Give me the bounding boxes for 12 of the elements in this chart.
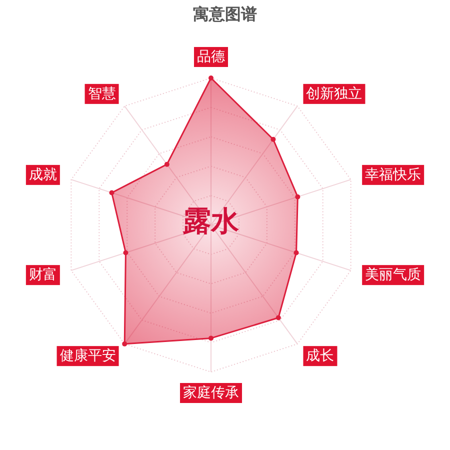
spoke-label: 成长 [306, 348, 334, 364]
text: 露水 [182, 204, 240, 238]
spoke-label: 健康平安 [60, 348, 116, 364]
spoke-label: 幸福快乐 [365, 166, 422, 183]
spoke-label: 品德 [197, 49, 225, 65]
spoke-label: 财富 [28, 267, 57, 284]
spoke-label: 智慧 [88, 86, 116, 102]
chart-title: 寓意图谱 [193, 4, 257, 24]
spoke-label: 家庭传承 [183, 385, 239, 401]
spoke-label: 成就 [28, 166, 57, 183]
spoke-label: 美丽气质 [365, 267, 422, 284]
spoke-label: 创新独立 [306, 86, 362, 102]
